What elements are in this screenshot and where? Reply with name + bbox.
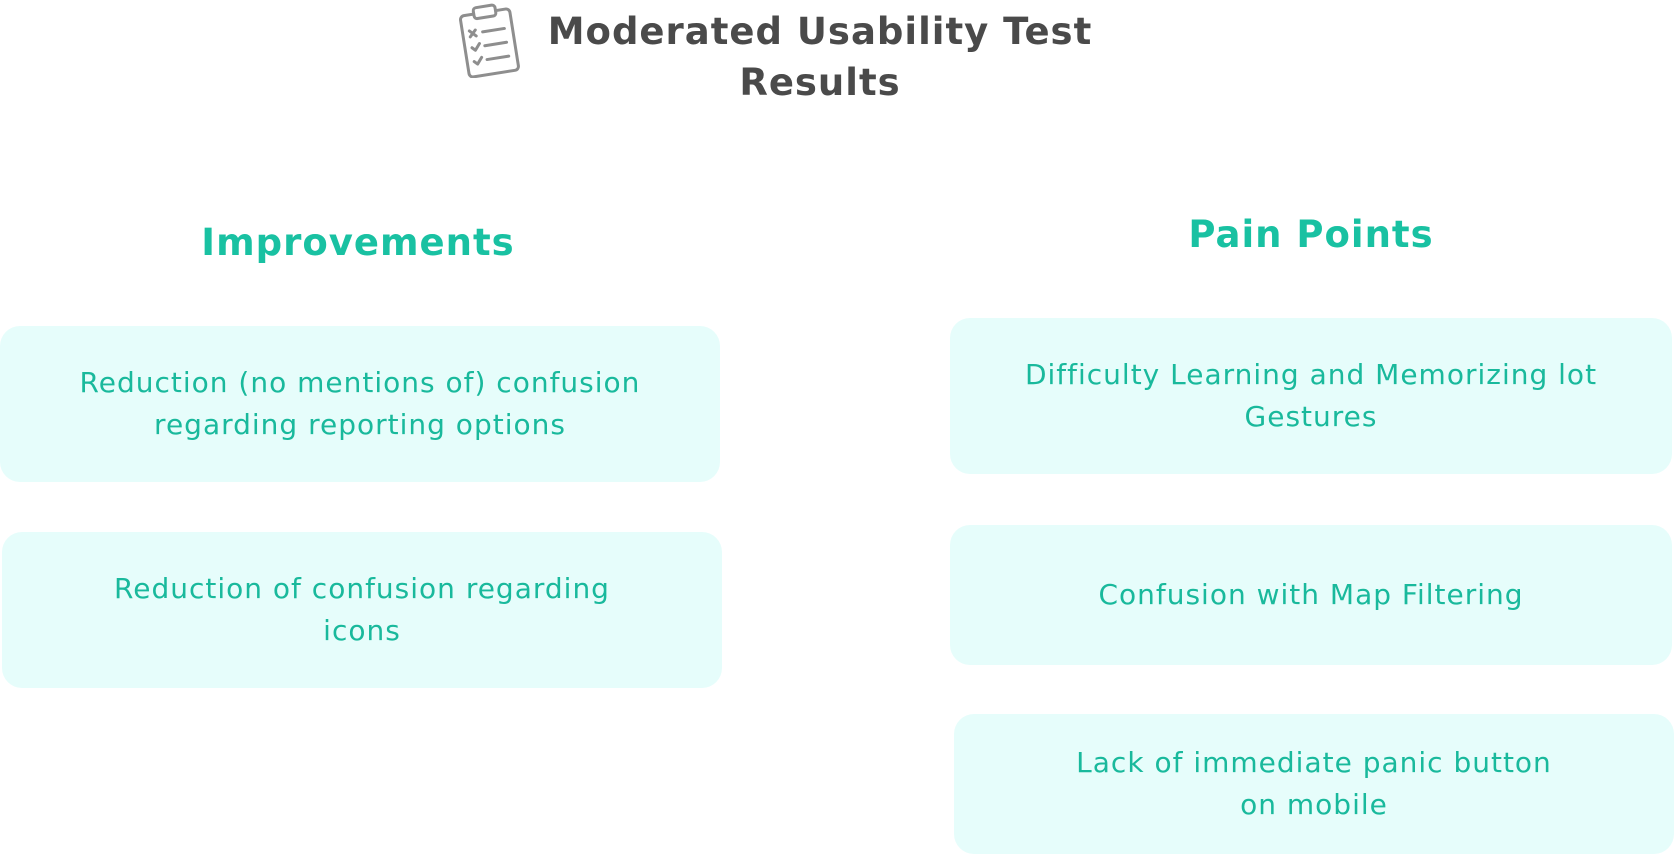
page-title-line-2: Results xyxy=(739,61,901,104)
pain-point-card: Confusion with Map Filtering xyxy=(950,525,1672,665)
pain-point-card: Lack of immediate panic button on mobile xyxy=(954,714,1674,854)
page-title: Moderated Usability Test Results xyxy=(530,6,1110,108)
improvement-card-text: Reduction of confusion regarding icons xyxy=(114,572,610,647)
improvements-heading: Improvements xyxy=(201,221,515,264)
improvement-card-text: Reduction (no mentions of) confusion reg… xyxy=(79,366,641,441)
pain-point-card-text: Lack of immediate panic button on mobile xyxy=(1076,746,1552,821)
page-title-line-1: Moderated Usability Test xyxy=(547,10,1093,53)
pain-point-card-text: Difficulty Learning and Memorizing lot G… xyxy=(1024,358,1598,433)
clipboard-checklist-icon xyxy=(459,3,520,78)
pain-points-heading: Pain Points xyxy=(1188,213,1434,256)
pain-point-card: Difficulty Learning and Memorizing lot G… xyxy=(950,318,1672,474)
improvement-card: Reduction of confusion regarding icons xyxy=(2,532,722,688)
pain-point-card-text: Confusion with Map Filtering xyxy=(1098,578,1524,611)
improvement-card: Reduction (no mentions of) confusion reg… xyxy=(0,326,720,482)
